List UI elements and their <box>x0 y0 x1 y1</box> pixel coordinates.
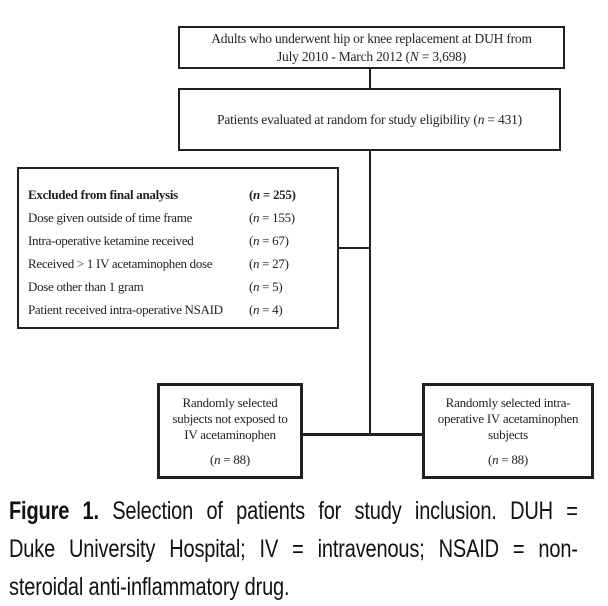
exclusion-count: (n = 4) <box>249 302 283 317</box>
control-line1: Randomly selected <box>182 394 278 410</box>
control-line2: subjects not exposed to <box>172 410 288 426</box>
figure-caption-line2: Duke University Hospital; IV = intraveno… <box>9 535 578 563</box>
exclusion-label: Received > 1 IV acetaminophen dose <box>28 256 213 271</box>
treatment-line1: Randomly selected intra- <box>445 394 571 410</box>
italic-N: N <box>409 48 419 64</box>
exclusion-count: (n = 27) <box>249 256 289 271</box>
exclusion-row: Dose other than 1 gram (n = 5) <box>19 275 337 298</box>
treatment-line2: operative IV acetaminophen <box>437 410 579 426</box>
connector-groups-horizontal <box>302 433 423 436</box>
exclusion-count: (n = 67) <box>249 233 289 248</box>
exclusion-label: Dose given outside of time frame <box>28 210 193 225</box>
connector-eligibility-to-groups <box>369 151 371 436</box>
connector-population-to-eligibility <box>369 68 371 89</box>
figure-caption-label: Figure 1. <box>9 497 99 525</box>
population-line2: July 2010 - March 2012 (N = 3,698) <box>276 48 467 64</box>
exclusion-count: (n = 155) <box>249 210 295 225</box>
connector-exclusions-branch <box>338 247 370 249</box>
treatment-line3: subjects <box>488 426 528 442</box>
figure-caption-line3: steroidal anti-inflammatory drug. <box>9 573 290 601</box>
exclusion-count: (n = 5) <box>249 279 283 294</box>
exclusion-label: Dose other than 1 gram <box>28 279 144 294</box>
exclusion-row-header: Excluded from final analysis (n = 255) <box>19 183 337 206</box>
eligibility-box: Patients evaluated at random for study e… <box>178 88 561 151</box>
eligibility-text: Patients evaluated at random for study e… <box>217 111 522 127</box>
figure-caption-line1: Figure 1. Selection of patients for stud… <box>9 497 578 525</box>
control-group-box: Randomly selected subjects not exposed t… <box>157 383 303 479</box>
italic-n: n <box>477 111 485 127</box>
control-count: (n = 88) <box>209 451 250 467</box>
population-box: Adults who underwent hip or knee replace… <box>178 26 565 69</box>
exclusion-row: Intra-operative ketamine received (n = 6… <box>19 229 337 252</box>
exclusion-count: (n = 255) <box>249 187 296 202</box>
treatment-group-box: Randomly selected intra- operative IV ac… <box>422 383 594 479</box>
population-line1: Adults who underwent hip or knee replace… <box>211 30 532 46</box>
exclusion-label: Intra-operative ketamine received <box>28 233 194 248</box>
exclusion-row: Patient received intra-operative NSAID (… <box>19 298 337 321</box>
figure-caption: Figure 1. Selection of patients for stud… <box>9 492 578 606</box>
exclusion-row: Received > 1 IV acetaminophen dose (n = … <box>19 252 337 275</box>
exclusions-box: Excluded from final analysis (n = 255) D… <box>17 167 339 329</box>
treatment-count: (n = 88) <box>487 451 528 467</box>
exclusion-row: Dose given outside of time frame (n = 15… <box>19 206 337 229</box>
control-line3: IV acetaminophen <box>184 426 276 442</box>
exclusion-label: Excluded from final analysis <box>28 187 178 202</box>
exclusion-label: Patient received intra-operative NSAID <box>28 302 223 317</box>
